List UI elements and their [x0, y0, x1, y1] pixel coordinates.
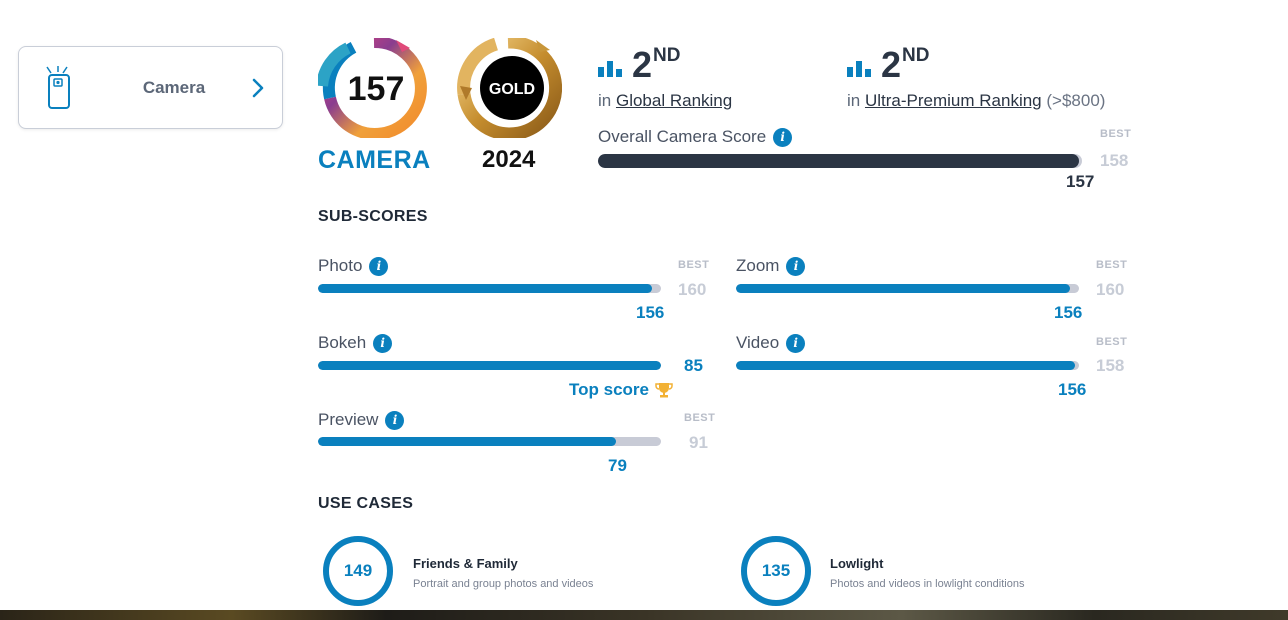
global-rank-prefix: in: [598, 91, 612, 110]
lowlight-title: Lowlight: [830, 556, 884, 571]
camera-tab[interactable]: Camera: [18, 46, 283, 129]
preview-label: Preview i: [318, 410, 405, 430]
zoom-label: Zoom i: [736, 256, 806, 276]
score-ring-icon: [323, 536, 393, 606]
overall-score-fill: [598, 154, 1080, 168]
zoom-score: 156: [1054, 303, 1083, 322]
background-photo-strip: [0, 610, 1288, 620]
global-rank-number: 2: [632, 44, 653, 85]
preview-name: Preview: [318, 410, 379, 429]
photo-best-tag: BEST: [678, 259, 710, 271]
global-ranking: 2 ND in Global Ranking: [598, 45, 732, 111]
photo-bar: [318, 284, 661, 293]
camera-score-badge: 157: [318, 38, 427, 138]
bokeh-bar: [318, 361, 661, 370]
gold-badge-text: GOLD: [489, 81, 535, 98]
video-score: 156: [1058, 380, 1087, 399]
overall-best-tag: BEST: [1100, 128, 1132, 140]
bokeh-label: Bokeh i: [318, 333, 393, 353]
video-fill: [736, 361, 1075, 370]
gold-label-badge: GOLD: [457, 38, 562, 138]
preview-fill: [318, 437, 616, 446]
preview-best-value: 91: [689, 433, 708, 452]
sub-scores-title: SUB-SCORES: [318, 208, 428, 225]
badge-year-caption: 2024: [482, 146, 536, 173]
video-best-tag: BEST: [1096, 336, 1128, 348]
info-icon[interactable]: i: [786, 256, 806, 276]
bokeh-name: Bokeh: [318, 333, 367, 352]
photo-best-value: 160: [678, 280, 707, 299]
chevron-right-icon: [252, 78, 264, 98]
ultra-premium-ranking-link[interactable]: Ultra-Premium Ranking: [864, 91, 1042, 110]
bokeh-score: 85: [684, 356, 703, 375]
zoom-bar: [736, 284, 1079, 293]
friends-family-score: 149: [343, 561, 373, 580]
photo-name: Photo: [318, 256, 363, 275]
badge-score-text: 157: [348, 70, 405, 108]
score-ring-icon: [741, 536, 811, 606]
overall-score-bar: [598, 154, 1082, 168]
bar-chart-icon: [598, 61, 622, 77]
overall-score-value: 157: [1066, 172, 1095, 191]
zoom-fill: [736, 284, 1071, 293]
premium-rank-number: 2: [881, 44, 902, 85]
overall-score-label: Overall Camera Score i: [598, 127, 793, 147]
badge-camera-caption: CAMERA: [318, 146, 431, 174]
zoom-best-value: 160: [1096, 280, 1125, 299]
friends-family-title: Friends & Family: [413, 556, 518, 571]
info-icon[interactable]: i: [773, 127, 793, 147]
premium-rank-suffix: ND: [902, 45, 930, 66]
overall-score-title: Overall Camera Score: [598, 127, 767, 146]
preview-best-tag: BEST: [684, 412, 716, 424]
bokeh-fill: [318, 361, 661, 370]
video-label: Video i: [736, 333, 806, 353]
preview-score: 79: [608, 456, 627, 475]
use-cases-title: USE CASES: [318, 495, 414, 512]
video-bar: [736, 361, 1079, 370]
global-ranking-link[interactable]: Global Ranking: [615, 91, 733, 110]
overall-best-value: 158: [1100, 151, 1129, 170]
bar-chart-icon: [847, 61, 871, 77]
premium-rank-prefix: in: [847, 91, 861, 110]
video-best-value: 158: [1096, 356, 1125, 375]
info-icon[interactable]: i: [385, 410, 405, 430]
global-rank-suffix: ND: [653, 45, 681, 66]
friends-family-desc: Portrait and group photos and videos: [413, 578, 594, 590]
preview-bar: [318, 437, 661, 446]
info-icon[interactable]: i: [786, 333, 806, 353]
photo-label: Photo i: [318, 256, 389, 276]
trophy-icon: [655, 383, 673, 398]
bokeh-top-score: Top score: [569, 380, 673, 400]
ultra-premium-ranking: 2 ND in Ultra-Premium Ranking (>$800): [847, 45, 1105, 111]
photo-score: 156: [636, 303, 665, 322]
video-name: Video: [736, 333, 780, 352]
use-case-score-ring: 135: [740, 535, 812, 607]
photo-fill: [318, 284, 653, 293]
lowlight-score: 135: [761, 561, 791, 580]
lowlight-desc: Photos and videos in lowlight conditions: [830, 578, 1025, 590]
info-icon[interactable]: i: [369, 256, 389, 276]
phone-camera-icon: [46, 66, 70, 109]
info-icon[interactable]: i: [373, 333, 393, 353]
camera-tab-label: Camera: [142, 78, 206, 97]
top-score-label: Top score: [569, 380, 649, 399]
zoom-best-tag: BEST: [1096, 259, 1128, 271]
use-case-score-ring: 149: [322, 535, 394, 607]
zoom-name: Zoom: [736, 256, 780, 275]
price-segment: (>$800): [1046, 91, 1106, 110]
